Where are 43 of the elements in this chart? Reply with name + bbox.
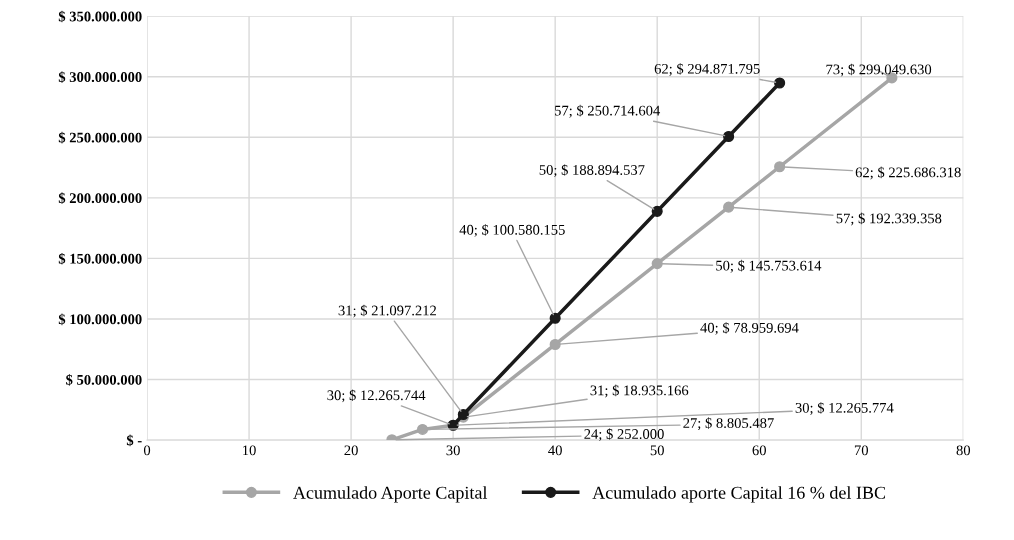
y-tick-label: $ 350.000.000 <box>58 10 142 23</box>
data-label: 50; $ 145.753.614 <box>716 259 822 273</box>
data-label: 24; $ 252.000 <box>584 428 664 441</box>
x-tick-label: 50 <box>650 445 664 456</box>
x-tick-label: 60 <box>752 445 766 456</box>
point <box>774 77 786 89</box>
y-tick-label: $ - <box>126 434 142 447</box>
data-label: 30; $ 12.265.744 <box>327 389 426 403</box>
point <box>774 161 786 173</box>
data-label: 57; $ 192.339.358 <box>836 212 942 226</box>
point <box>651 205 663 217</box>
y-tick-label: $ 300.000.000 <box>58 71 142 83</box>
point <box>549 338 561 351</box>
y-tick-label: $ 100.000.000 <box>58 313 142 326</box>
data-label: 31; $ 18.935.166 <box>590 384 689 398</box>
x-tick-label: 30 <box>446 445 460 456</box>
point <box>723 130 735 143</box>
legend-label: Acumulado aporte Capital 16 % del IBC <box>592 486 886 503</box>
data-label: 30; $ 12.265.774 <box>795 402 894 415</box>
point <box>651 258 663 270</box>
y-tick-label: $ 150.000.000 <box>58 252 142 265</box>
data-label: 40; $ 100.580.155 <box>459 224 565 237</box>
x-tick-label: 70 <box>854 445 868 456</box>
x-tick-label: 10 <box>243 445 256 456</box>
data-label: 62; $ 225.686.318 <box>855 166 961 180</box>
data-label: 31; $ 21.097.212 <box>338 304 436 318</box>
y-tick-label: $ 50.000.000 <box>66 374 142 386</box>
point <box>723 201 735 213</box>
data-label: 50; $ 188.894.537 <box>539 164 645 177</box>
data-label: 40; $ 78.959.694 <box>700 321 799 335</box>
point <box>416 423 429 435</box>
x-tick-label: 20 <box>344 445 358 456</box>
data-label: 57; $ 250.714.604 <box>554 104 661 118</box>
y-tick-label: $ 200.000.000 <box>58 192 142 205</box>
x-tick-label: 40 <box>548 445 562 456</box>
data-label: 62; $ 294.871.795 <box>654 63 760 76</box>
data-label: 73; $ 299.049.630 <box>826 63 932 77</box>
x-tick-label: 0 <box>143 445 151 456</box>
y-tick-label: $ 250.000.000 <box>58 131 142 144</box>
point <box>549 312 561 324</box>
data-label: 27; $ 8.805.487 <box>683 417 774 431</box>
x-tick-label: 80 <box>956 445 971 456</box>
legend-label: Acumulado Aporte Capital <box>293 486 488 503</box>
